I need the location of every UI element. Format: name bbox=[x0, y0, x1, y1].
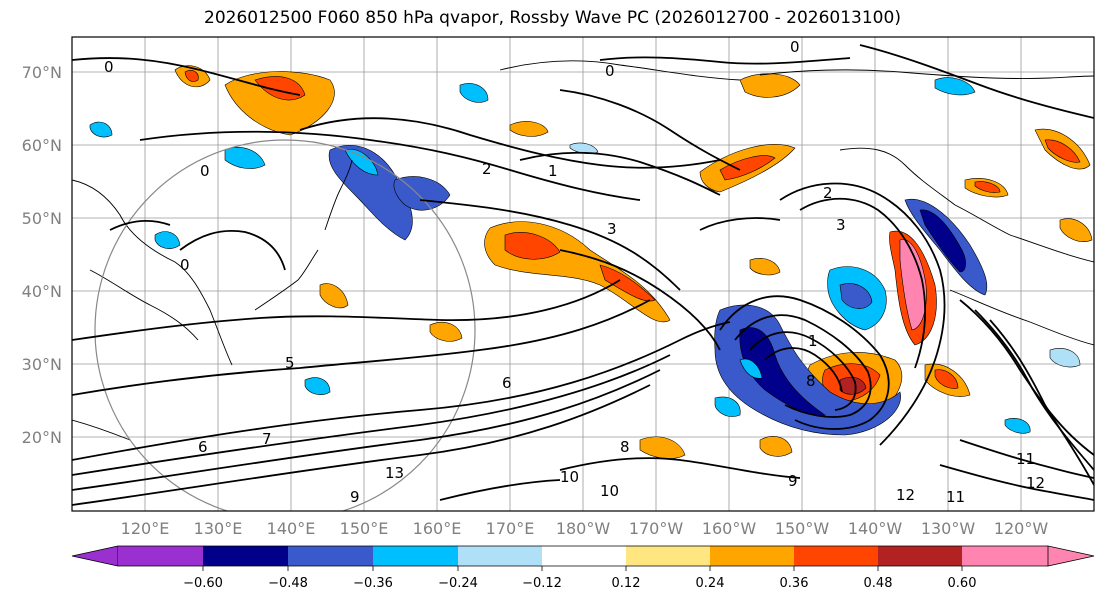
contour-label: 8 bbox=[620, 438, 630, 456]
lon-label: 160°W bbox=[702, 519, 757, 538]
colorbar-segment bbox=[878, 546, 962, 566]
longitude-labels: 120°E 130°E 140°E 150°E 160°E 170°E 180°… bbox=[121, 519, 1049, 538]
colorbar-tick-label: 0.60 bbox=[948, 576, 977, 591]
lon-label: 140°E bbox=[267, 519, 316, 538]
shaded-field bbox=[89, 65, 1093, 459]
plot-frame bbox=[71, 36, 1095, 512]
map-title: 2026012500 F060 850 hPa qvapor, Rossby W… bbox=[204, 8, 901, 28]
colorbar-tick-label: 0.24 bbox=[696, 576, 725, 591]
contour-label: 0 bbox=[790, 38, 800, 56]
colorbar-segment bbox=[542, 546, 626, 566]
contour-label: 9 bbox=[350, 488, 360, 506]
contour-label: 0 bbox=[605, 62, 615, 80]
lon-label: 130°W bbox=[921, 519, 976, 538]
lon-label: 150°E bbox=[340, 519, 389, 538]
contour-label: 10 bbox=[560, 468, 579, 486]
lon-label: 120°E bbox=[121, 519, 170, 538]
lon-label: 130°E bbox=[194, 519, 243, 538]
colorbar-segment bbox=[794, 546, 878, 566]
colorbar-tick-label: −0.36 bbox=[353, 576, 393, 591]
contour-label: 10 bbox=[600, 482, 619, 500]
contour-label: 6 bbox=[502, 374, 512, 392]
lon-label: 170°W bbox=[629, 519, 684, 538]
latitude-labels: 70°N 60°N 50°N 40°N 30°N 20°N bbox=[22, 63, 62, 447]
lat-label: 70°N bbox=[22, 63, 62, 82]
colorbar-segment bbox=[203, 546, 288, 566]
lon-label: 160°E bbox=[413, 519, 462, 538]
colorbar-segment bbox=[118, 546, 203, 566]
contour-label: 7 bbox=[262, 430, 272, 448]
lon-label: 170°E bbox=[486, 519, 535, 538]
contour-label: 3 bbox=[607, 220, 617, 238]
colorbar-tick-label: −0.48 bbox=[268, 576, 308, 591]
colorbar-segment bbox=[626, 546, 710, 566]
contour-label: 1 bbox=[548, 162, 558, 180]
colorbar-tick-label: −0.24 bbox=[438, 576, 478, 591]
colorbar-tick-label: 0.36 bbox=[780, 576, 809, 591]
contour-label: 12 bbox=[1026, 474, 1045, 492]
gridlines bbox=[72, 37, 1094, 511]
contour-label: 1 bbox=[808, 332, 818, 350]
colorbar-segment bbox=[288, 546, 373, 566]
contour-label: 11 bbox=[946, 488, 965, 506]
lon-label: 140°W bbox=[848, 519, 903, 538]
contour-label: 0 bbox=[104, 58, 114, 76]
lon-label: 180°W bbox=[556, 519, 611, 538]
contour-label: 3 bbox=[836, 216, 846, 234]
colorbar-segment bbox=[1047, 545, 1095, 567]
colorbar-segment bbox=[71, 545, 119, 567]
range-circle bbox=[94, 139, 476, 511]
colorbar-segment bbox=[962, 546, 1048, 566]
map-plot-area: 0 0 0 0 1 2 2 3 3 5 6 6 7 8 8 9 9 10 10 … bbox=[71, 36, 1095, 512]
lat-label: 20°N bbox=[22, 428, 62, 447]
lon-label: 120°W bbox=[994, 519, 1049, 538]
contour-label: 0 bbox=[200, 162, 210, 180]
contour-label: 8 bbox=[806, 372, 816, 390]
colorbar-segment bbox=[710, 546, 794, 566]
coastlines bbox=[72, 60, 1094, 441]
contour-label: 6 bbox=[198, 438, 208, 456]
colorbar-tick-label: 0.48 bbox=[864, 576, 893, 591]
contour-label: 0 bbox=[180, 256, 190, 274]
contour-label: 13 bbox=[385, 464, 404, 482]
contour-label: 2 bbox=[482, 160, 492, 178]
lat-label: 60°N bbox=[22, 136, 62, 155]
contour-label: 9 bbox=[788, 472, 798, 490]
colorbar-segment bbox=[373, 546, 458, 566]
lat-label: 40°N bbox=[22, 282, 62, 301]
lat-label: 50°N bbox=[22, 209, 62, 228]
lon-label: 150°W bbox=[775, 519, 830, 538]
contour-labels: 0 0 0 0 1 2 2 3 3 5 6 6 7 8 8 9 9 10 10 … bbox=[104, 38, 1045, 506]
colorbar-segment bbox=[458, 546, 542, 566]
colorbar-tick-label: 0.12 bbox=[612, 576, 641, 591]
lat-label: 30°N bbox=[22, 355, 62, 374]
contour-label: 2 bbox=[823, 184, 833, 202]
colorbar-tick-label: −0.60 bbox=[183, 576, 223, 591]
contour-label: 12 bbox=[896, 486, 915, 504]
colorbar-tick-label: −0.12 bbox=[522, 576, 562, 591]
colorbar: −0.60 −0.48 −0.36 −0.24 −0.12 0.12 0.24 … bbox=[71, 545, 1095, 591]
contour-label: 11 bbox=[1016, 450, 1035, 468]
contour-label: 5 bbox=[285, 354, 295, 372]
colorbar-ticks bbox=[202, 566, 963, 571]
contour-lines bbox=[72, 44, 1094, 506]
